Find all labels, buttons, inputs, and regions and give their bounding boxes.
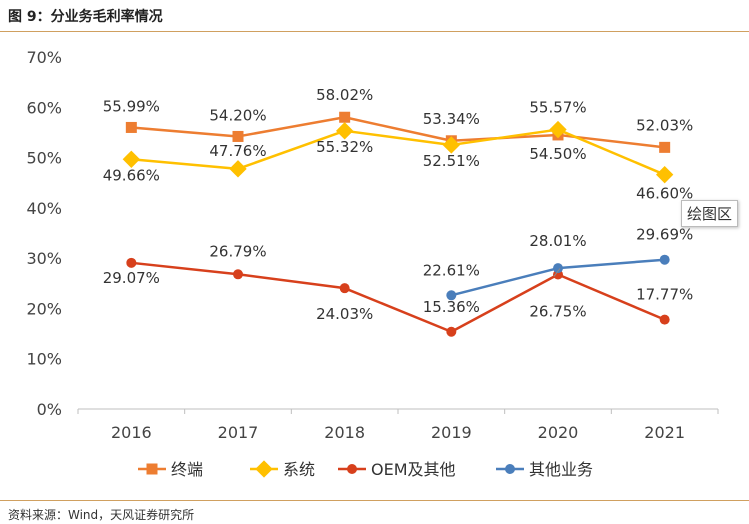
data-labels-layer: 55.99% 54.20% 58.02% 53.34% 54.50% 52.03% 49.6… xyxy=(103,86,694,323)
series-line-system xyxy=(131,128,666,176)
y-tick-label: 30% xyxy=(26,249,62,268)
top-rule xyxy=(0,31,749,32)
y-tick-label: 40% xyxy=(26,199,62,218)
data-label-oem: 26.75% xyxy=(529,302,586,320)
y-tick-label: 10% xyxy=(26,350,62,369)
x-tick-label: 2021 xyxy=(644,423,685,442)
plot-area-tooltip: 绘图区 xyxy=(681,200,739,227)
data-label-terminal: 54.20% xyxy=(209,106,266,124)
x-tick-label: 2020 xyxy=(538,423,579,442)
data-label-other: 28.01% xyxy=(529,232,586,250)
x-tick-label: 2018 xyxy=(324,423,365,442)
data-point-oem xyxy=(126,257,137,268)
data-point-terminal xyxy=(232,130,244,142)
data-label-terminal: 58.02% xyxy=(316,86,373,104)
legend-label-other: 其他业务 xyxy=(529,460,593,479)
series-line-oem xyxy=(131,261,666,334)
data-point-system xyxy=(229,160,247,178)
x-tick-label: 2016 xyxy=(111,423,152,442)
legend-marker xyxy=(505,464,515,474)
source-note: 资料来源：Wind，天风证券研究所 xyxy=(8,508,195,522)
data-label-oem: 17.77% xyxy=(636,286,693,304)
data-point-oem xyxy=(233,269,243,280)
figure-title: 图 9：分业务毛利率情况 xyxy=(8,9,163,25)
data-label-oem: 15.36% xyxy=(423,298,480,316)
bottom-rule xyxy=(0,500,749,501)
data-point-system xyxy=(655,165,674,184)
data-point-system xyxy=(335,122,354,140)
data-label-oem: 26.79% xyxy=(209,242,266,260)
y-tick-label: 0% xyxy=(37,400,62,419)
data-point-system xyxy=(442,136,461,154)
y-tick-label: 50% xyxy=(26,149,62,168)
data-point-oem xyxy=(659,314,670,325)
y-tick-label: 70% xyxy=(26,48,62,67)
data-label-system: 55.57% xyxy=(529,99,586,117)
y-tick-label: 60% xyxy=(26,98,62,117)
x-tick-label: 2019 xyxy=(431,423,472,442)
data-label-terminal: 55.99% xyxy=(103,97,160,115)
data-label-terminal: 52.03% xyxy=(636,116,693,134)
legend-label-system: 系统 xyxy=(283,460,315,479)
data-label-system: 55.32% xyxy=(316,138,373,156)
data-label-other: 22.61% xyxy=(423,261,480,279)
data-point-terminal xyxy=(125,121,137,133)
data-label-system: 49.66% xyxy=(103,166,160,184)
legend-label-oem: OEM及其他 xyxy=(371,460,456,479)
series-layer xyxy=(122,111,674,337)
data-label-terminal: 53.34% xyxy=(423,110,480,128)
data-label-system: 46.60% xyxy=(636,185,693,203)
legend-label-terminal: 终端 xyxy=(171,460,203,479)
data-label-system: 52.51% xyxy=(423,152,480,170)
data-point-oem xyxy=(339,283,350,294)
legend-marker xyxy=(255,460,273,478)
data-label-terminal: 54.50% xyxy=(529,145,586,163)
data-point-terminal xyxy=(659,141,671,153)
leader-line xyxy=(553,268,561,277)
data-label-system: 47.76% xyxy=(209,142,266,160)
data-label-oem: 29.07% xyxy=(103,269,160,287)
legend-marker xyxy=(146,463,158,475)
legend: 终端 系统 OEM及其他 其他业务 xyxy=(138,460,593,479)
data-point-oem xyxy=(446,326,457,337)
data-point-system xyxy=(549,120,567,139)
data-label-oem: 24.03% xyxy=(316,305,373,323)
data-point-other xyxy=(553,263,563,274)
chart-axes: 0% 10% 20% 30% 40% 50% 60% 70% 2016 2017 2018 2019 2… xyxy=(26,48,719,442)
legend-marker xyxy=(347,464,357,474)
data-point-other xyxy=(446,290,457,301)
data-label-other: 29.69% xyxy=(636,226,693,244)
data-point-other xyxy=(659,254,670,265)
x-tick-label: 2017 xyxy=(218,423,259,442)
data-point-system xyxy=(122,150,141,168)
data-point-terminal xyxy=(339,111,351,123)
y-tick-label: 20% xyxy=(26,299,62,318)
